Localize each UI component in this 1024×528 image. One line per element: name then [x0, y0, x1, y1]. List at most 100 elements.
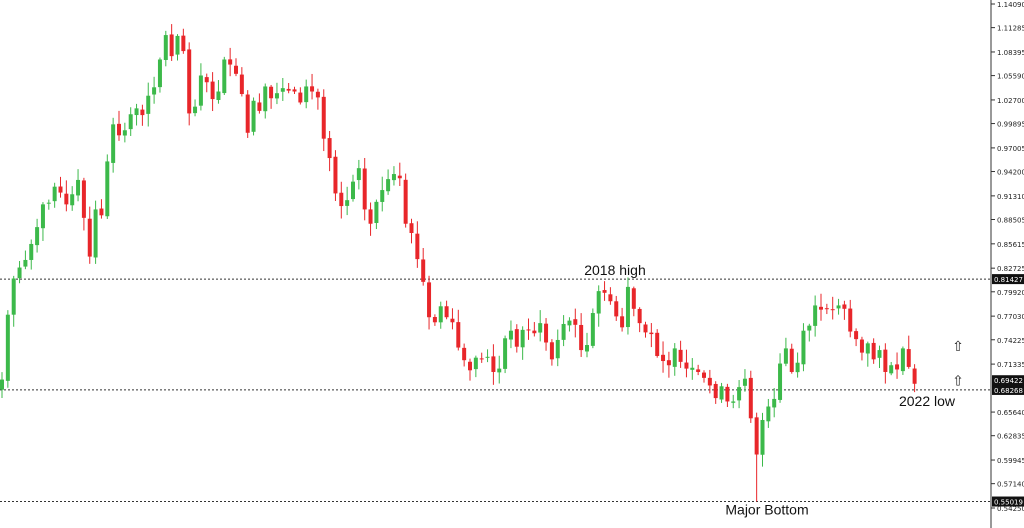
candle-body: [117, 123, 121, 136]
candle-body: [778, 363, 783, 400]
candle-body: [52, 186, 57, 202]
level-tag: [992, 384, 1024, 395]
candle-body: [198, 75, 203, 106]
level-tag: [992, 274, 1024, 285]
candle-body: [655, 332, 660, 356]
candle-body: [900, 348, 905, 372]
candle-body: [813, 305, 818, 326]
candle-body: [415, 233, 420, 260]
candle-body: [906, 349, 911, 367]
candle-body: [93, 209, 98, 258]
candle-body: [444, 306, 449, 318]
candle-body: [766, 406, 771, 422]
candle-body: [292, 89, 297, 92]
candle-body: [128, 114, 133, 130]
candle-body: [737, 387, 742, 401]
candle-body: [315, 91, 320, 98]
candle-body: [842, 304, 847, 309]
candle-body: [690, 367, 695, 370]
candle-body: [573, 319, 578, 325]
y-tick-label: 0.65640: [997, 409, 1024, 417]
candle-body: [895, 364, 900, 370]
candle-body: [181, 35, 186, 52]
candle-body: [702, 372, 706, 378]
candle-body: [64, 193, 69, 205]
candle-body: [462, 347, 467, 361]
candle-body: [848, 308, 853, 332]
candle-body: [795, 362, 800, 373]
candle-body: [520, 329, 525, 348]
candle-body: [222, 59, 227, 94]
y-tick-label: 0.77030: [997, 313, 1024, 321]
y-tick-label: 0.94200: [997, 169, 1024, 177]
candle-body: [567, 320, 572, 326]
candle-body: [649, 332, 654, 335]
candle-body: [678, 349, 683, 362]
candle-body: [696, 369, 701, 372]
candle-body: [684, 362, 689, 369]
candle-body: [602, 290, 607, 293]
up-arrow-icon: ⇧: [952, 373, 964, 389]
candle-body: [514, 329, 519, 347]
candle-body: [175, 35, 180, 55]
candle-body: [438, 306, 443, 323]
y-tick-label: 0.79920: [997, 289, 1024, 297]
candle-body: [146, 95, 151, 114]
candle-body: [23, 259, 28, 267]
candle-body: [877, 350, 882, 358]
candle-body: [596, 291, 601, 314]
candle-body: [672, 348, 677, 367]
candle-body: [561, 323, 566, 340]
candle-body: [239, 74, 244, 95]
candle-body: [748, 377, 753, 419]
candle-body: [234, 65, 238, 74]
candle-body: [46, 202, 51, 204]
price-tag: [992, 375, 1024, 386]
candle-body: [40, 204, 45, 229]
candle-body: [707, 377, 712, 386]
candle-body: [772, 398, 777, 408]
price-tag-label: 0.69422: [994, 377, 1023, 385]
candle-body: [473, 357, 478, 370]
candle-body: [122, 130, 127, 136]
y-tick-label: 0.99895: [997, 121, 1024, 129]
candle-body: [468, 361, 472, 371]
y-tick-label: 0.62835: [997, 433, 1024, 441]
candle-body: [11, 278, 16, 315]
candle-body: [286, 88, 291, 91]
candle-body: [274, 93, 279, 99]
candle-body: [859, 339, 864, 353]
candles: [0, 24, 917, 502]
candle-body: [257, 102, 262, 111]
candle-body: [111, 124, 116, 163]
candle-body: [245, 94, 250, 133]
y-tick-label: 0.82725: [997, 265, 1024, 273]
candle-body: [409, 223, 414, 234]
level-tag: [992, 496, 1024, 507]
candle-body: [35, 227, 40, 246]
candle-body: [637, 308, 642, 324]
y-axis: 1.14090 1.11285 1.08395 1.05590 1.02700 0.998…: [991, 1, 1024, 513]
candle-body: [625, 286, 630, 328]
candle-body: [783, 348, 788, 364]
candle-body: [374, 201, 379, 223]
candle-body: [731, 401, 736, 403]
candle-body: [508, 330, 513, 340]
annotations: 0.81427 0.68268 0.55019 0.69422 2018 high 202…: [584, 262, 1024, 518]
candle-body: [713, 383, 718, 399]
candle-body: [912, 368, 917, 384]
y-tick-label: 0.88505: [997, 216, 1024, 224]
candle-body: [5, 314, 10, 381]
candle-body: [134, 108, 139, 116]
candle-body: [427, 282, 432, 318]
candle-body: [263, 86, 268, 112]
candle-body: [725, 386, 730, 402]
candle-body: [538, 323, 543, 333]
candle-body: [526, 329, 531, 331]
candle-body: [152, 87, 157, 95]
candle-body: [76, 179, 81, 196]
candle-body: [485, 356, 490, 358]
y-tick-label: 0.71335: [997, 361, 1024, 369]
candle-body: [661, 354, 666, 362]
